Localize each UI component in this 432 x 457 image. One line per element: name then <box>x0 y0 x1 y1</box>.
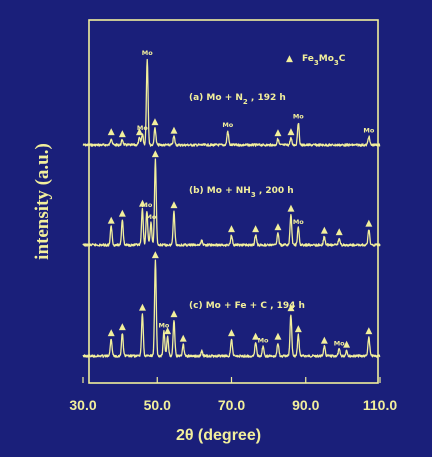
x-tick-label: 110.0 <box>363 397 397 413</box>
peak-marker-fe3mo3c: ▲ <box>336 227 343 237</box>
chart-legend: ▲ Fe3Mo3C <box>286 54 346 67</box>
peak-marker-fe3mo3c: ▲ <box>321 226 328 236</box>
x-tick-label: 90.0 <box>292 397 319 413</box>
peak-marker-fe3mo3c: ▲ <box>170 309 177 319</box>
peak-marker-fe3mo3c: ▲ <box>287 303 294 313</box>
x-axis-ticks: 30.0 50.0 70.0 90.0 110.0 <box>69 377 397 413</box>
peak-marker-fe3mo3c: ▲ <box>343 339 350 349</box>
peak-marker-fe3mo3c: ▲ <box>139 198 146 208</box>
peak-marker-fe3mo3c: ▲ <box>170 200 177 210</box>
plot-frame <box>88 19 379 384</box>
peak-marker-fe3mo3c: ▲ <box>152 250 159 260</box>
plot-border <box>88 19 379 384</box>
legend-triangle-symbol: ▲ <box>286 54 293 64</box>
peak-marker-fe3mo3c: ▲ <box>274 222 281 232</box>
peak-marker-fe3mo3c: ▲ <box>321 336 328 346</box>
x-axis-title: 2θ (degree) <box>176 427 261 444</box>
peak-marker-fe3mo3c: ▲ <box>287 127 294 137</box>
peak-marker-fe3mo3c: ▲ <box>152 149 159 159</box>
peak-marker-fe3mo3c: ▲ <box>170 125 177 135</box>
peak-marker-fe3mo3c: ▲ <box>108 127 115 137</box>
legend-label: Fe3Mo3C <box>302 54 346 67</box>
pattern-trace <box>82 58 381 147</box>
peak-marker-fe3mo3c: ▲ <box>180 334 187 344</box>
peak-marker-fe3mo3c: ▲ <box>119 322 126 332</box>
peak-marker-fe3mo3c: ▲ <box>228 224 235 234</box>
peak-marker-mo: Mo <box>142 49 153 57</box>
peak-marker-fe3mo3c: ▲ <box>108 215 115 225</box>
peak-marker-mo: Mo <box>293 218 304 226</box>
peak-marker-fe3mo3c: ▲ <box>365 219 372 229</box>
series-label: (b) Mo + NH3 , 200 h <box>189 186 294 199</box>
peak-marker-fe3mo3c: ▲ <box>119 129 126 139</box>
peak-marker-fe3mo3c: ▲ <box>365 326 372 336</box>
peak-marker-fe3mo3c: ▲ <box>252 224 259 234</box>
peak-marker-mo: Mo <box>293 113 304 121</box>
peak-marker-mo: Mo <box>258 337 269 345</box>
peak-marker-mo: Mo <box>222 121 233 129</box>
y-axis-title: intensity (a.u.) <box>32 143 53 260</box>
peak-marker-fe3mo3c: ▲ <box>136 127 143 137</box>
peak-marker-mo: Mo <box>145 213 156 221</box>
peak-marker-fe3mo3c: ▲ <box>295 324 302 334</box>
peak-marker-fe3mo3c: ▲ <box>274 128 281 138</box>
peak-marker-fe3mo3c: ▲ <box>228 328 235 338</box>
x-tick-label: 30.0 <box>69 397 96 413</box>
pattern-trace <box>82 158 381 247</box>
series-label: (c) Mo + Fe + C , 194 h <box>189 301 305 311</box>
x-tick-label: 50.0 <box>144 397 171 413</box>
series-label: (a) Mo + N2 , 192 h <box>189 93 286 106</box>
pattern-trace <box>82 259 381 358</box>
peak-marker-fe3mo3c: ▲ <box>252 332 259 342</box>
peak-marker-fe3mo3c: ▲ <box>139 302 146 312</box>
x-tick-label: 70.0 <box>218 397 245 413</box>
peak-marker-fe3mo3c: ▲ <box>108 328 115 338</box>
peak-marker-fe3mo3c: ▲ <box>119 209 126 219</box>
peak-marker-mo: Mo <box>334 339 345 347</box>
peak-marker-mo: Mo <box>141 201 152 209</box>
peak-marker-mo: Mo <box>363 126 374 134</box>
peak-marker-fe3mo3c: ▲ <box>164 326 171 336</box>
peak-marker-fe3mo3c: ▲ <box>152 117 159 127</box>
pattern-c: ▲▲▲▲Mo▲▲▲▲ ▲Mo ▲▲▲▲ Mo▲▲(c) Mo + Fe + C , 1… <box>82 250 381 358</box>
peak-marker-mo: Mo <box>158 321 169 329</box>
peak-marker-fe3mo3c: ▲ <box>274 332 281 342</box>
peak-marker-fe3mo3c: ▲ <box>287 203 294 213</box>
peak-marker-mo: Mo <box>137 124 148 132</box>
